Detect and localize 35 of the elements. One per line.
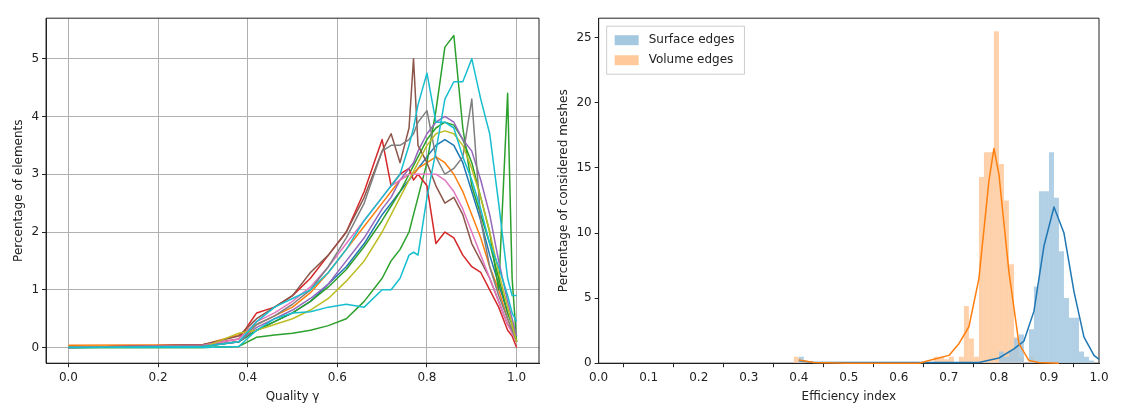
x-tick-label: 1.0 bbox=[507, 369, 527, 384]
y-tick-label: 3 bbox=[31, 166, 40, 181]
x-axis-title: Efficiency index bbox=[801, 388, 897, 403]
y-tick-label: 25 bbox=[576, 29, 592, 44]
y-tick-label: 0 bbox=[31, 339, 40, 354]
legend-label: Surface edges bbox=[648, 32, 735, 47]
x-tick-label: 0.9 bbox=[1039, 369, 1059, 384]
x-tick-label: 0.0 bbox=[58, 369, 78, 384]
x-tick-label: 0.7 bbox=[939, 369, 959, 384]
x-tick-label: 0.4 bbox=[789, 369, 809, 384]
y-axis-title: Percentage of considered meshes bbox=[556, 89, 571, 293]
y-tick-label: 10 bbox=[576, 225, 592, 240]
y-tick-label: 0 bbox=[584, 355, 592, 370]
x-tick-label: 0.6 bbox=[889, 369, 909, 384]
x-axis-title: Quality γ bbox=[265, 388, 320, 403]
x-tick-label: 0.0 bbox=[589, 369, 609, 384]
x-tick-label: 1.0 bbox=[1089, 369, 1109, 384]
y-tick-label: 2 bbox=[31, 224, 40, 239]
x-tick-label: 0.8 bbox=[417, 369, 437, 384]
y-tick-label: 5 bbox=[31, 50, 40, 65]
x-tick-label: 0.2 bbox=[689, 369, 709, 384]
y-tick-label: 5 bbox=[584, 290, 592, 305]
x-tick-label: 0.5 bbox=[839, 369, 859, 384]
x-tick-label: 0.4 bbox=[238, 369, 258, 384]
x-tick-label: 0.8 bbox=[989, 369, 1009, 384]
x-tick-label: 0.3 bbox=[739, 369, 759, 384]
y-tick-label: 1 bbox=[31, 281, 40, 296]
y-tick-label: 4 bbox=[31, 108, 40, 123]
x-tick-label: 0.1 bbox=[639, 369, 659, 384]
y-tick-label: 15 bbox=[576, 160, 592, 175]
y-tick-label: 20 bbox=[576, 94, 592, 109]
legend-label: Volume edges bbox=[648, 52, 734, 67]
x-tick-label: 0.6 bbox=[327, 369, 347, 384]
y-axis-title: Percentage of elements bbox=[11, 119, 26, 262]
x-tick-label: 0.2 bbox=[148, 369, 168, 384]
